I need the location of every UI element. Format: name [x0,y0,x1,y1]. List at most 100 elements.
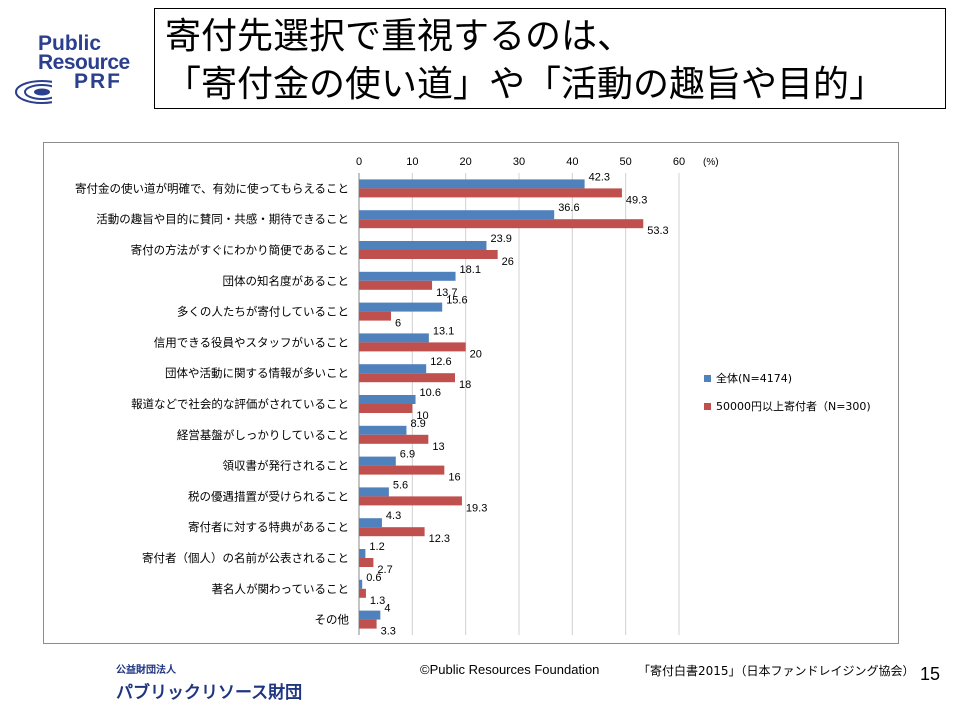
data-label-all: 8.9 [410,418,425,430]
data-label-50000: 13.7 [436,287,457,299]
footer-org: 公益財団法人 パブリックリソース財団 [116,661,302,703]
category-label: 寄付の方法がすぐにわかり簡便であること [131,243,349,257]
data-label-all: 15.6 [446,295,467,307]
data-label-50000: 10 [416,410,428,422]
x-tick-label: 60 [673,156,685,168]
bar-all [359,210,555,220]
legend-swatch [704,403,711,410]
bar-50000 [359,342,466,352]
unit-label: (%) [703,157,719,168]
prf-logo: Public Resource PRF [12,32,142,104]
x-tick-label: 50 [620,156,632,168]
bar-all [359,425,407,435]
title-box: 寄付先選択で重視するのは、 「寄付金の使い道」や「活動の趣旨や目的」 [154,8,946,109]
bar-50000 [359,619,377,629]
bar-50000 [359,588,366,598]
data-label-50000: 13 [432,441,444,453]
category-label: 団体の知名度があること [223,274,350,288]
data-label-50000: 26 [502,256,514,268]
bar-all [359,610,381,620]
bar-chart: 0 10 20 30 40 50 60 (%) 寄付金の使い道が明確で、有効に使ってもらえること… [75,156,871,638]
data-label-all: 12.6 [430,356,451,368]
category-label: 活動の趣旨や目的に賛同・共感・期待できること [96,212,349,226]
bar-50000 [359,434,429,444]
data-label-all: 4.3 [386,510,401,522]
data-label-50000: 1.3 [370,595,385,607]
data-label-50000: 19.3 [466,502,487,514]
logo-line1: Public [38,32,102,55]
page-title-line2: 「寄付金の使い道」や「活動の趣旨や目的」 [165,64,886,105]
copyright: ©Public Resources Foundation [420,662,600,677]
category-label: 寄付者に対する特典があること [188,520,349,534]
org-type: 公益財団法人 [116,665,176,676]
bar-50000 [359,465,445,475]
data-label-all: 1.2 [369,541,384,553]
page-title-line1: 寄付先選択で重視するのは、 [165,16,634,57]
bar-all [359,241,487,250]
x-tick-label: 20 [460,156,472,168]
bar-all [359,364,427,374]
data-label-all: 36.6 [558,202,579,214]
logo-line3: PRF [74,70,122,93]
bar-all [359,179,585,189]
bar-50000 [359,558,374,567]
data-label-50000: 2.7 [377,564,392,576]
bar-all [359,302,443,312]
data-label-50000: 6 [395,318,401,330]
data-label-all: 0.6 [366,572,381,584]
bar-50000 [359,311,391,321]
category-label: 信用できる役員やスタッフがいること [154,335,349,349]
category-label: 報道などで社会的な評価がされていること [131,397,349,411]
bar-50000 [359,404,413,413]
logo-swirl-icon [15,80,52,104]
bar-all [359,518,382,528]
category-label: 多くの人たちが寄付していること [177,305,349,319]
org-name: パブリックリソース財団 [116,683,303,703]
x-tick-label: 10 [406,156,418,168]
data-label-all: 23.9 [490,233,511,245]
data-label-all: 6.9 [400,449,415,461]
page-number: 15 [920,664,941,684]
bar-all [359,549,366,558]
data-label-50000: 16 [448,472,460,484]
data-label-50000: 18 [459,379,471,391]
data-label-all: 10.6 [420,387,441,399]
legend-swatch [704,375,711,382]
bar-all [359,487,389,497]
bar-50000 [359,496,462,506]
category-label: 寄付金の使い道が明確で、有効に使ってもらえること [75,181,349,195]
bar-all [359,579,363,589]
data-label-50000: 3.3 [381,626,396,638]
bar-all [359,333,429,343]
data-label-50000: 49.3 [626,194,647,206]
legend-label: 50000円以上寄付者（N=300) [716,399,871,413]
chart-area: 0 10 20 30 40 50 60 (%) 寄付金の使い道が明確で、有効に使ってもらえること… [43,142,899,644]
data-label-all: 13.1 [433,325,454,337]
category-label: 団体や活動に関する情報が多いこと [165,366,349,380]
data-label-all: 18.1 [460,264,481,276]
data-label-50000: 20 [470,348,482,360]
bar-50000 [359,373,455,383]
category-label: その他 [315,613,350,627]
logo-text: Public Resource PRF [38,32,130,93]
data-source: 「寄付白書2015」（日本ファンドレイジング協会） [638,664,915,678]
bar-50000 [359,219,644,229]
bar-50000 [359,188,622,198]
x-tick-label: 0 [356,156,362,168]
data-label-all: 5.6 [393,479,408,491]
x-tick-label: 30 [513,156,525,168]
bar-all [359,395,416,404]
bar-all [359,456,396,466]
data-label-all: 42.3 [589,171,610,183]
bar-all [359,271,456,281]
bar-50000 [359,280,433,290]
legend-label: 全体(N=4174) [716,371,792,385]
bar-50000 [359,527,425,537]
category-label: 領収書が発行されること [223,459,350,473]
bar-50000 [359,250,498,259]
x-tick-label: 40 [566,156,578,168]
data-label-50000: 12.3 [429,533,450,545]
category-label: 寄付者（個人）の名前が公表されること [142,551,349,565]
data-label-all: 4 [384,603,390,615]
data-label-50000: 53.3 [647,225,668,237]
